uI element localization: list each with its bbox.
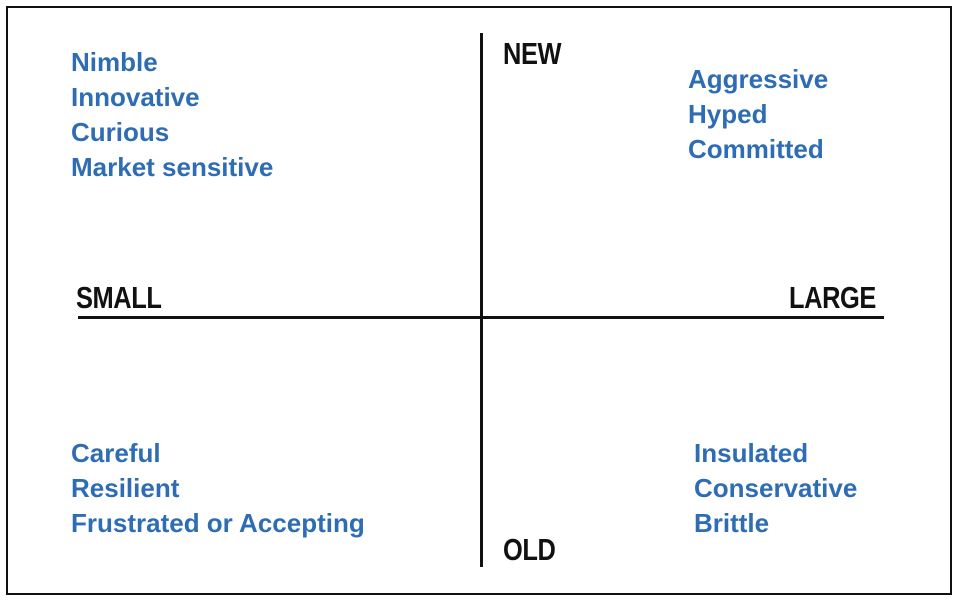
- axis-label-small: SMALL: [76, 280, 162, 315]
- list-item: Market sensitive: [71, 152, 274, 182]
- axis-label-large: LARGE: [789, 280, 876, 315]
- horizontal-axis-line: [78, 316, 884, 319]
- list-item: Nimble: [71, 47, 158, 77]
- vertical-axis-line: [480, 33, 483, 567]
- quadrant-top-left: Nimble Innovative Curious Market sensiti…: [71, 45, 273, 185]
- list-item: Innovative: [71, 82, 200, 112]
- quadrant-bottom-left: Careful Resilient Frustrated or Acceptin…: [71, 436, 365, 541]
- list-item: Aggressive: [688, 64, 829, 94]
- axis-label-new: NEW: [503, 36, 562, 71]
- list-item: Curious: [71, 117, 170, 147]
- diagram-frame: [6, 6, 952, 595]
- list-item: Hyped: [688, 99, 768, 129]
- quadrant-top-right: Aggressive Hyped Committed: [688, 62, 828, 167]
- axis-label-old: OLD: [503, 532, 556, 567]
- list-item: Conservative: [694, 473, 858, 503]
- quadrant-bottom-right: Insulated Conservative Brittle: [694, 436, 857, 541]
- list-item: Careful: [71, 438, 161, 468]
- list-item: Brittle: [694, 508, 770, 538]
- list-item: Resilient: [71, 473, 180, 503]
- list-item: Insulated: [694, 438, 809, 468]
- list-item: Frustrated or Accepting: [71, 508, 365, 538]
- list-item: Committed: [688, 134, 824, 164]
